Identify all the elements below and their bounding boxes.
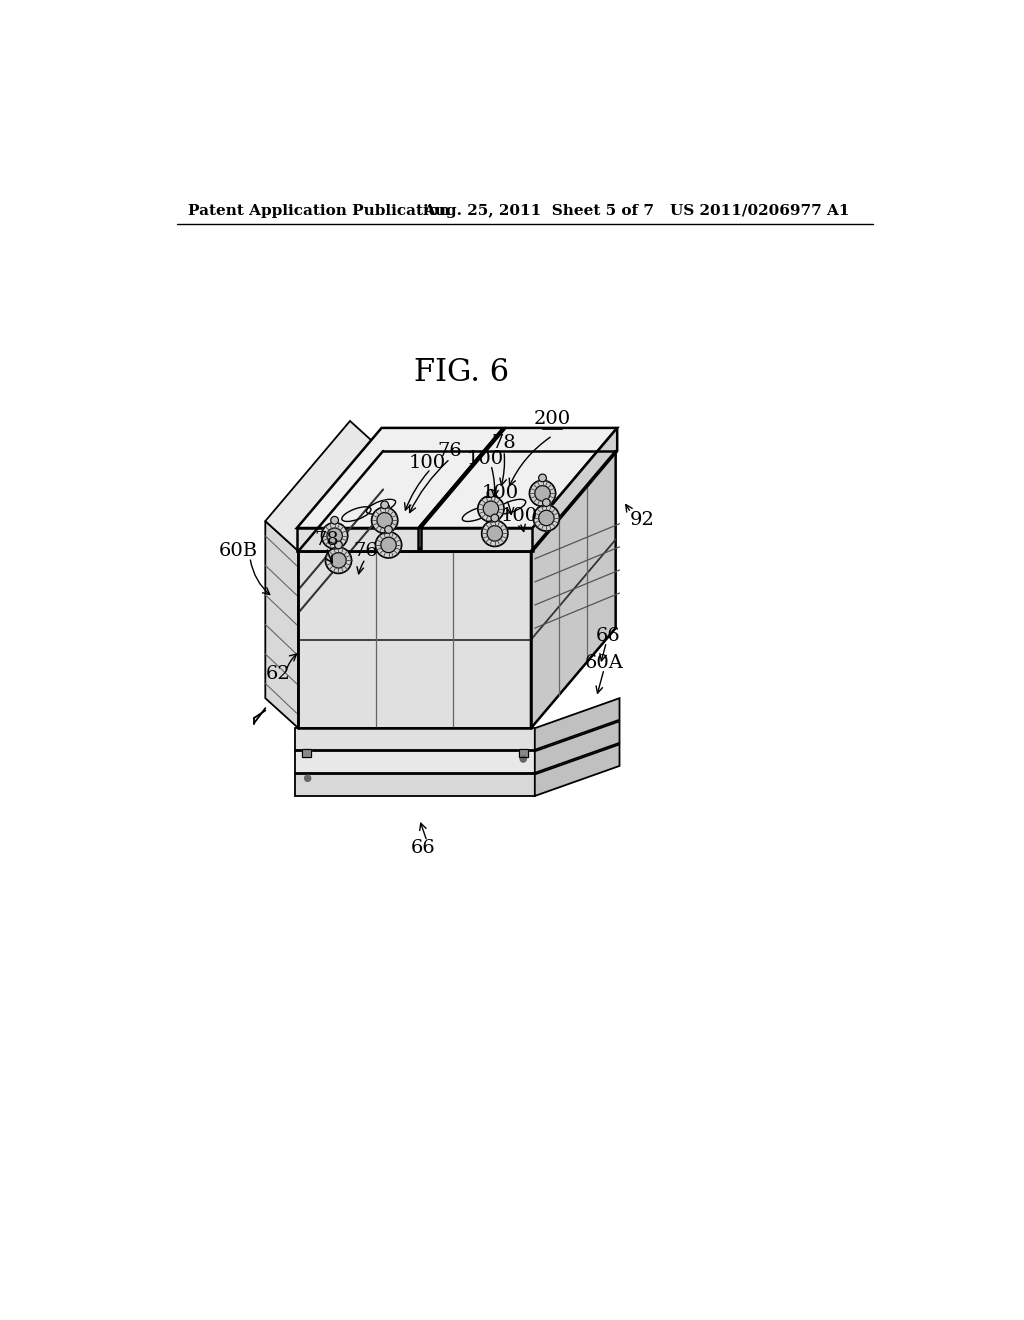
Circle shape	[534, 504, 559, 531]
Circle shape	[381, 502, 388, 508]
Polygon shape	[543, 503, 550, 517]
Text: 76: 76	[437, 442, 463, 459]
Text: 100: 100	[466, 450, 504, 467]
Circle shape	[539, 474, 547, 482]
Text: FIG. 6: FIG. 6	[414, 356, 509, 388]
Text: 76: 76	[353, 543, 378, 560]
Polygon shape	[535, 744, 620, 796]
Polygon shape	[297, 528, 419, 552]
Text: 60B: 60B	[219, 543, 258, 560]
Polygon shape	[265, 421, 383, 552]
Circle shape	[326, 548, 351, 573]
Circle shape	[381, 537, 396, 553]
Circle shape	[487, 525, 503, 541]
Circle shape	[377, 512, 392, 528]
Circle shape	[304, 775, 310, 781]
Polygon shape	[532, 428, 617, 552]
Text: 100: 100	[409, 454, 445, 471]
Text: 100: 100	[501, 507, 538, 525]
Polygon shape	[421, 428, 617, 528]
Circle shape	[331, 516, 339, 524]
Text: US 2011/0206977 A1: US 2011/0206977 A1	[670, 203, 849, 218]
Circle shape	[335, 541, 342, 549]
Text: 78: 78	[492, 434, 516, 453]
Bar	[518, 748, 528, 756]
Circle shape	[543, 499, 550, 507]
Polygon shape	[295, 775, 535, 796]
Text: 100: 100	[481, 484, 519, 503]
Polygon shape	[490, 517, 499, 533]
Polygon shape	[295, 729, 535, 750]
Polygon shape	[381, 506, 388, 520]
Circle shape	[327, 528, 342, 544]
Text: 200: 200	[534, 409, 571, 428]
Text: 78: 78	[314, 531, 339, 549]
Circle shape	[529, 480, 556, 507]
Polygon shape	[295, 751, 535, 774]
Polygon shape	[421, 528, 532, 552]
Polygon shape	[265, 521, 298, 729]
Circle shape	[478, 495, 504, 521]
Circle shape	[331, 553, 346, 568]
Circle shape	[539, 511, 554, 525]
Circle shape	[376, 532, 401, 558]
Polygon shape	[335, 545, 342, 560]
Bar	[518, 748, 528, 756]
Polygon shape	[535, 721, 620, 774]
Polygon shape	[297, 428, 503, 528]
Bar	[301, 748, 310, 756]
Polygon shape	[535, 698, 620, 750]
Circle shape	[487, 490, 495, 498]
Circle shape	[322, 523, 348, 549]
Circle shape	[490, 513, 499, 521]
Circle shape	[520, 756, 526, 762]
Circle shape	[372, 507, 397, 533]
Polygon shape	[487, 494, 495, 508]
Text: 60A: 60A	[585, 653, 624, 672]
Text: Patent Application Publication: Patent Application Publication	[188, 203, 451, 218]
Bar	[301, 748, 310, 756]
Circle shape	[483, 502, 499, 516]
Text: 66: 66	[411, 838, 435, 857]
Polygon shape	[385, 529, 392, 545]
Polygon shape	[331, 520, 339, 536]
Polygon shape	[531, 451, 615, 729]
Circle shape	[535, 486, 550, 502]
Polygon shape	[419, 428, 503, 552]
Polygon shape	[539, 478, 547, 494]
Text: 66: 66	[596, 627, 621, 644]
Polygon shape	[298, 552, 531, 729]
Text: 62: 62	[266, 665, 291, 684]
Circle shape	[481, 520, 508, 546]
Circle shape	[385, 525, 392, 533]
Text: 92: 92	[630, 511, 655, 529]
Text: Aug. 25, 2011  Sheet 5 of 7: Aug. 25, 2011 Sheet 5 of 7	[423, 203, 654, 218]
Polygon shape	[298, 451, 615, 552]
